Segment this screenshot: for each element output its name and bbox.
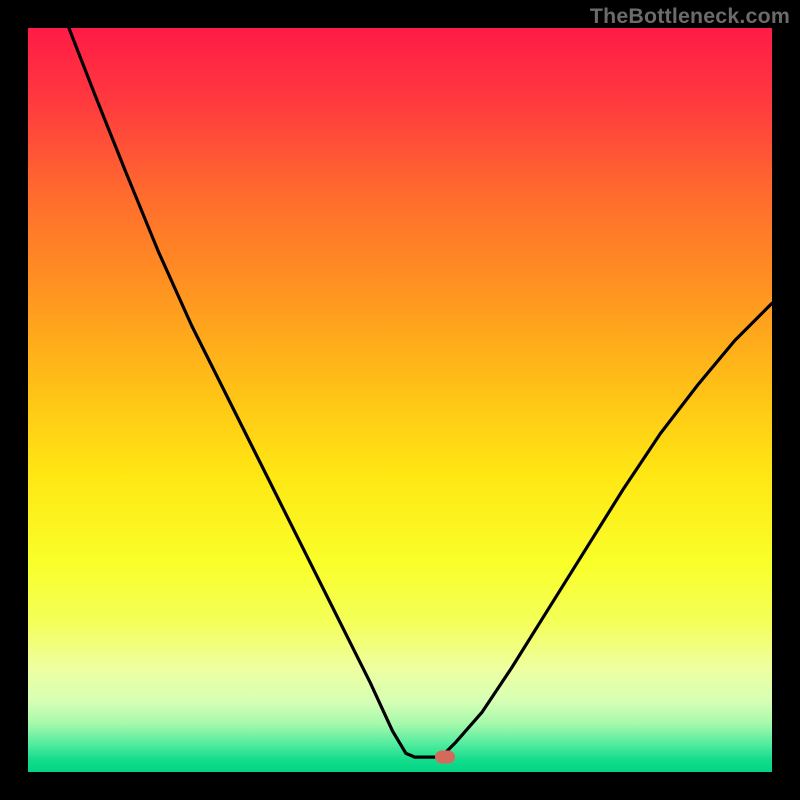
optimum-marker bbox=[435, 751, 455, 764]
chart-frame: TheBottleneck.com bbox=[0, 0, 800, 800]
bottleneck-curve bbox=[28, 28, 772, 772]
curve-path bbox=[69, 28, 772, 757]
watermark-text: TheBottleneck.com bbox=[590, 4, 790, 29]
plot-area bbox=[28, 28, 772, 772]
